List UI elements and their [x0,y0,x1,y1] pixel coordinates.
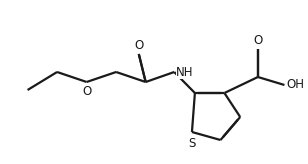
Text: NH: NH [176,65,194,79]
Text: O: O [253,34,262,47]
Text: O: O [134,39,144,52]
Text: OH: OH [286,79,304,92]
Text: S: S [188,137,196,150]
Text: O: O [82,85,91,98]
